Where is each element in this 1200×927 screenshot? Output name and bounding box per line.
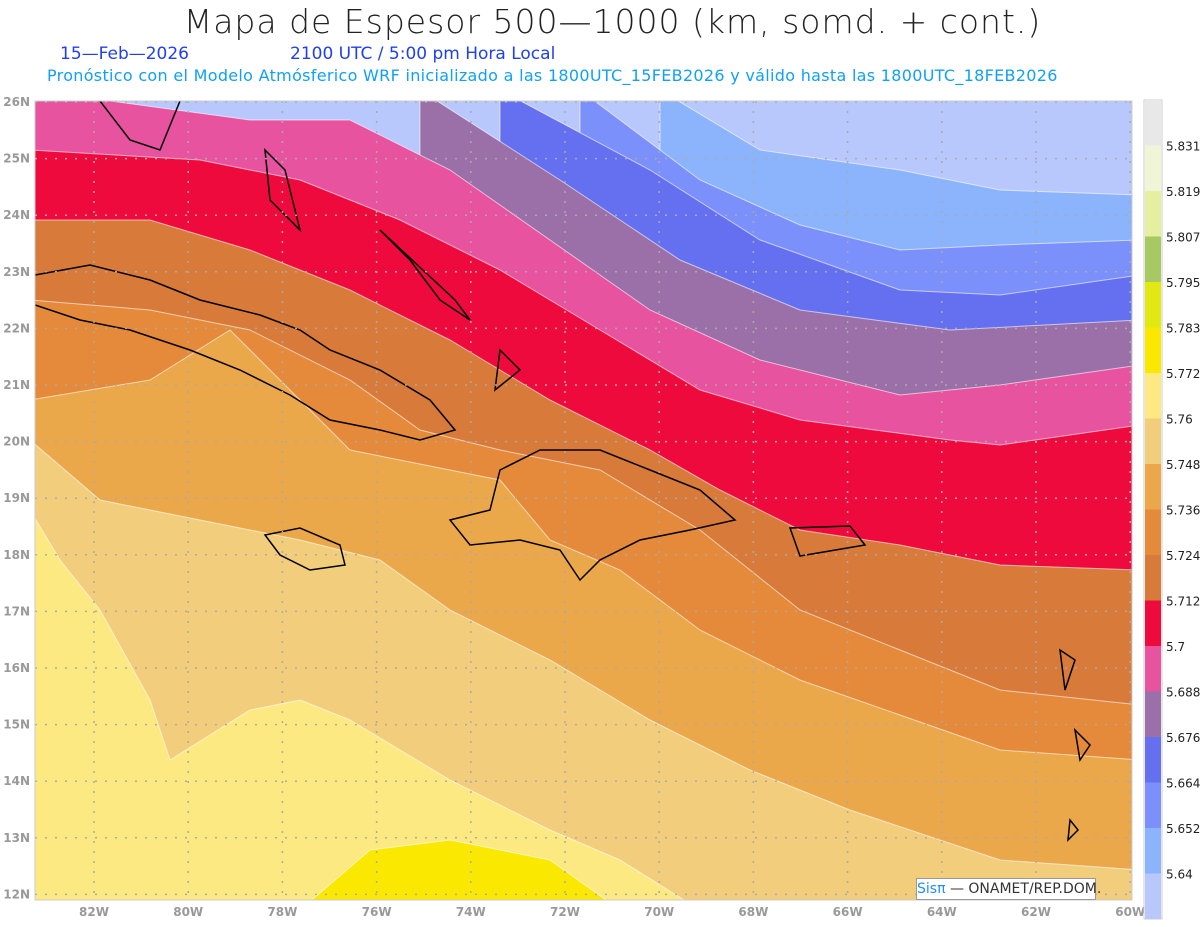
- lon-label: 78W: [267, 905, 297, 919]
- jamaica-coast: [263, 527, 346, 571]
- lon-label: 70W: [644, 905, 674, 919]
- colorbar-label: 5.831: [1166, 140, 1200, 154]
- florida-coast: [99, 101, 181, 151]
- lat-label: 24N: [3, 208, 30, 222]
- hispaniola-coast: [448, 449, 737, 582]
- colorbar-label: 5.76: [1166, 413, 1193, 427]
- lon-label: 62W: [1021, 905, 1051, 919]
- colorbar-swatch: [1145, 646, 1161, 692]
- band: [310, 839, 607, 900]
- colorbar-label: 5.819: [1166, 185, 1200, 199]
- lat-label: 16N: [3, 661, 30, 675]
- lat-label: 12N: [3, 887, 30, 901]
- lon-label: 66W: [833, 905, 863, 919]
- credit-text: — ONAMET/REP.DOM.: [945, 881, 1102, 897]
- lat-label: 18N: [3, 548, 30, 562]
- colorbar-label: 5.724: [1166, 549, 1200, 563]
- thickness-bands: [35, 101, 1132, 900]
- lon-label: 80W: [173, 905, 203, 919]
- sispi-logo: Sisπ: [917, 881, 946, 897]
- colorbar-label: 5.795: [1166, 276, 1200, 290]
- puerto-rico-coast: [788, 525, 867, 557]
- map-frame: [34, 100, 1133, 901]
- lat-label: 20N: [3, 435, 30, 449]
- lat-label: 13N: [3, 831, 30, 845]
- forecast-time: 2100 UTC / 5:00 pm Hora Local: [290, 44, 556, 64]
- colorbar-label: 5.7: [1166, 640, 1185, 654]
- colorbar-swatch: [1145, 327, 1161, 373]
- lat-label: 26N: [3, 95, 30, 109]
- colorbar-swatch: [1145, 236, 1161, 282]
- colorbar-label: 5.688: [1166, 686, 1200, 700]
- colorbar-swatch: [1145, 555, 1161, 601]
- lat-label: 19N: [3, 491, 30, 505]
- lon-label: 76W: [362, 905, 392, 919]
- lat-label: 25N: [3, 152, 30, 166]
- colorbar-label: 5.664: [1166, 777, 1200, 791]
- colorbar-label: 5.712: [1166, 595, 1200, 609]
- colorbar-label: 5.736: [1166, 504, 1200, 518]
- colorbar-swatch: [1145, 418, 1161, 464]
- model-subtitle: Pronóstico con el Modelo Atmósferico WRF…: [47, 66, 1058, 85]
- coastlines: [35, 101, 1091, 843]
- colorbar-swatch: [1145, 873, 1161, 919]
- colorbar-swatch: [1145, 464, 1161, 510]
- lon-label: 82W: [79, 905, 109, 919]
- colorbar-swatch: [1145, 100, 1161, 146]
- axis-labels: 82W 80W 78W 76W 74W 72W 70W 68W 66W 64W 62W 60W 26N 2…: [3, 95, 1145, 919]
- lat-label: 22N: [3, 321, 30, 335]
- colorbar-label: 5.652: [1166, 822, 1200, 836]
- colorbar-label: 5.748: [1166, 458, 1200, 472]
- cuba-coast: [35, 264, 457, 441]
- colorbar-swatch: [1145, 737, 1161, 783]
- lon-label: 74W: [456, 905, 486, 919]
- map-title: Mapa de Espesor 500—1000 (km, somd. + co…: [183, 2, 1042, 41]
- lon-label: 64W: [927, 905, 957, 919]
- colorbar-swatch: [1145, 691, 1161, 737]
- lat-label: 17N: [3, 604, 30, 618]
- colorbar-swatch: [1145, 373, 1161, 419]
- colorbar-swatch: [1145, 828, 1161, 874]
- lesser-antilles-coast: [1059, 648, 1091, 843]
- colorbar-label: 5.64: [1166, 868, 1193, 882]
- lon-label: 68W: [738, 905, 768, 919]
- lat-label: 14N: [3, 774, 30, 788]
- colorbar-swatch: [1145, 600, 1161, 646]
- lat-label: 21N: [3, 378, 30, 392]
- colorbar-label: 5.772: [1166, 367, 1200, 381]
- lon-label: 60W: [1115, 905, 1145, 919]
- colorbar-label: 5.676: [1166, 731, 1200, 745]
- colorbar-swatch: [1145, 191, 1161, 237]
- colorbar-swatch: [1145, 509, 1161, 555]
- colorbar-label: 5.807: [1166, 231, 1200, 245]
- colorbar-swatch: [1145, 145, 1161, 191]
- credit-box: Sisπ — ONAMET/REP.DOM.: [916, 878, 1101, 900]
- bahamas-coast: [264, 147, 522, 392]
- forecast-date: 15—Feb—2026: [60, 44, 189, 64]
- lon-label: 72W: [550, 905, 580, 919]
- lat-label: 15N: [3, 718, 30, 732]
- colorbar-swatch: [1145, 282, 1161, 328]
- colorbar-swatch: [1145, 782, 1161, 828]
- colorbar-label: 5.783: [1166, 322, 1200, 336]
- colorbar: 5.831 5.819 5.807 5.795 5.783 5.772 5.76 5.748 5…: [1143, 99, 1200, 920]
- band: [35, 517, 685, 900]
- lat-label: 23N: [3, 265, 30, 279]
